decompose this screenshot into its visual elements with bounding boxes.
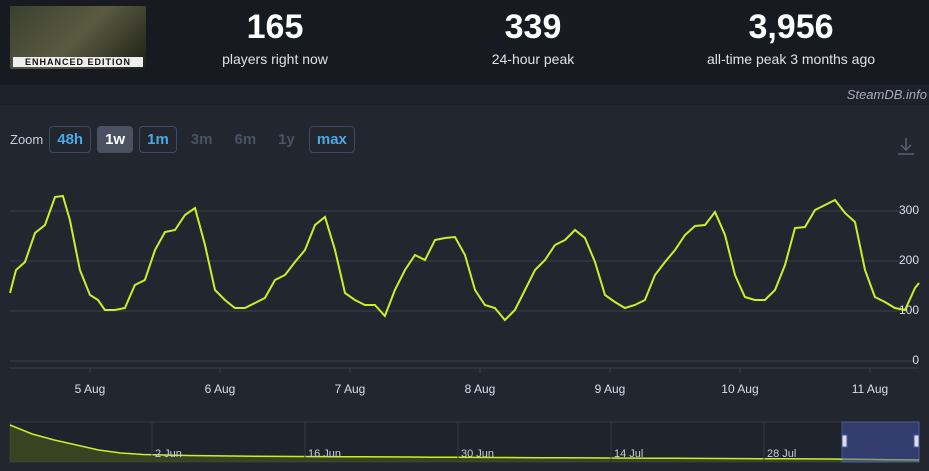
navigator-line [9, 424, 920, 461]
y-tick-label: 100 [899, 303, 919, 317]
download-icon[interactable] [898, 138, 914, 155]
navigator-label: 28 Jul [767, 448, 796, 460]
stat-label: players right now [222, 51, 328, 67]
separator [0, 85, 929, 105]
stat-value: 339 [504, 8, 562, 46]
navigator-label: 2 Jun [155, 448, 182, 460]
navigator-label: 30 Jun [461, 448, 494, 460]
zoom-bar: Zoom 48h 1w 1m 3m 6m 1y max [10, 126, 355, 153]
navigator-label: 16 Jun [308, 448, 341, 460]
zoom-button[interactable]: 1y [278, 131, 295, 148]
x-tick-label: 7 Aug [335, 382, 366, 396]
navigator-area [10, 425, 919, 462]
zoom-button[interactable]: 1w [97, 126, 134, 153]
stat: 165 players right now [165, 8, 385, 67]
zoom-button[interactable]: max [308, 126, 355, 153]
series-line [9, 194, 920, 322]
navigator-handle[interactable] [841, 434, 848, 448]
navigator-label: 14 Jul [614, 448, 643, 460]
stat-label: 24-hour peak [491, 51, 575, 67]
stat: 3,956 all-time peak 3 months ago [681, 8, 901, 67]
x-tick-label: 10 Aug [721, 382, 758, 396]
zoom-button[interactable]: 1m [139, 126, 177, 153]
game-logo[interactable]: ENHANCED EDITION [10, 6, 146, 69]
stat: 339 24-hour peak [423, 8, 643, 67]
x-tick-label: 5 Aug [75, 382, 106, 396]
zoom-button[interactable]: 3m [190, 131, 213, 148]
x-tick-label: 6 Aug [205, 382, 236, 396]
stat-value: 165 [246, 8, 304, 46]
y-tick-label: 300 [899, 203, 919, 217]
navigator-handle[interactable] [913, 434, 920, 448]
zoom-label: Zoom [10, 132, 44, 147]
x-tick-label: 11 Aug [852, 382, 888, 396]
logo-text: ENHANCED EDITION [13, 57, 143, 67]
header: ENHANCED EDITION 165 players right now 33… [0, 0, 929, 85]
x-tick-label: 9 Aug [595, 382, 626, 396]
x-tick-label: 8 Aug [465, 382, 496, 396]
navigator-selection[interactable] [841, 421, 920, 463]
stat-label: all-time peak 3 months ago [706, 51, 876, 67]
zoom-button[interactable]: 48h [49, 126, 92, 153]
stat-value: 3,956 [748, 8, 834, 46]
zoom-button[interactable]: 6m [234, 131, 257, 148]
y-tick-label: 0 [912, 353, 919, 367]
watermark: SteamDB.info [846, 87, 927, 102]
y-tick-label: 200 [899, 253, 919, 267]
